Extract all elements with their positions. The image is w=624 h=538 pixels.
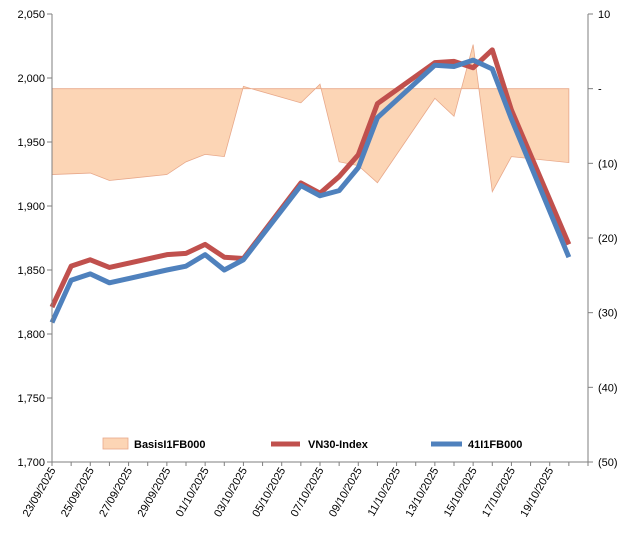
right-axis-ticks: 10 - (10) (20) (30) (40) (50): [588, 9, 618, 469]
left-tick-label: 2,050: [17, 9, 45, 21]
right-tick-label: (10): [598, 158, 618, 170]
left-tick-label: 2,000: [17, 73, 45, 85]
basis-area: [51, 44, 570, 193]
futures-41i1fb000-line: [49, 57, 572, 324]
left-tick-label: 1,800: [17, 329, 45, 341]
right-tick-label: (50): [598, 457, 618, 469]
basis-area-layer: [51, 44, 570, 193]
right-tick-label: (30): [598, 308, 618, 320]
legend-item-futures: 41I1FB000: [431, 439, 522, 451]
legend-label-futures: 41I1FB000: [468, 439, 522, 451]
lines-layer: [49, 47, 572, 324]
left-tick-label: 1,950: [17, 137, 45, 149]
left-axis-ticks: 1,700 1,750 1,800 1,850 1,900 1,950 2,000 2,050: [17, 9, 52, 469]
legend-item-basis: BasisI1FB000: [102, 437, 206, 451]
left-tick-label: 1,850: [17, 265, 45, 277]
right-tick-label: -: [598, 84, 602, 96]
legend-swatch-basis: [102, 437, 129, 450]
left-tick-label: 1,900: [17, 201, 45, 213]
left-tick-label: 1,750: [17, 393, 45, 405]
legend-label-vn30: VN30-Index: [308, 439, 369, 451]
right-tick-label: 10: [598, 9, 610, 21]
left-tick-label: 1,700: [17, 457, 45, 469]
right-tick-label: (20): [598, 233, 618, 245]
legend-item-vn30: VN30-Index: [271, 439, 369, 451]
legend: BasisI1FB000 VN30-Index 41I1FB000: [102, 437, 522, 451]
right-tick-label: (40): [598, 382, 618, 394]
legend-label-basis: BasisI1FB000: [134, 439, 206, 451]
